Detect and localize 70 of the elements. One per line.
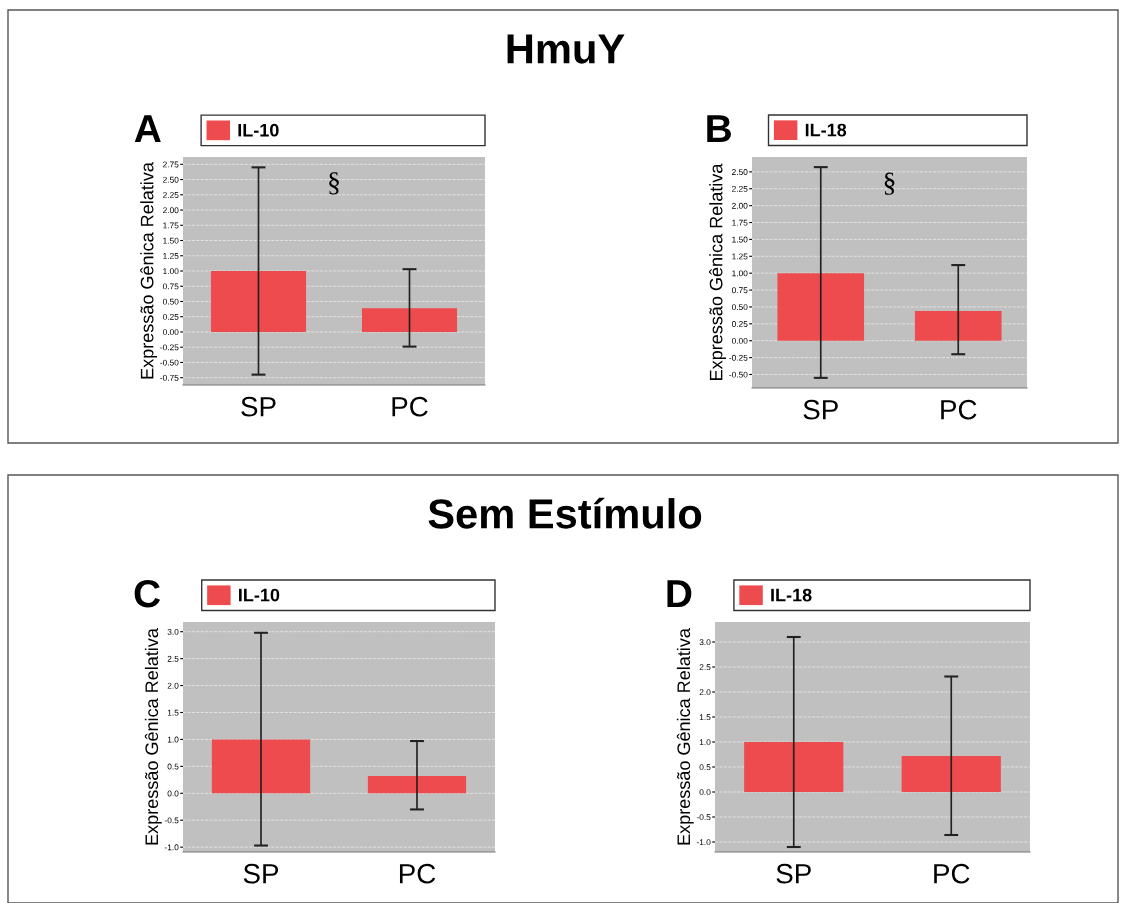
y-tick-label: 0.50 — [731, 304, 748, 311]
y-tick-label: -0.5 — [164, 817, 179, 824]
y-tick-label: 0.5 — [167, 763, 179, 770]
y-tick-label: 1.0 — [699, 739, 711, 746]
y-tick-label: 0.75 — [162, 283, 179, 290]
y-tick-label: 1.5 — [699, 714, 711, 721]
text: Sem Estímulo — [428, 497, 702, 529]
y-tick-label: 0.50 — [162, 298, 179, 305]
x-tick-label: PC — [399, 863, 436, 884]
y-tick-label: 2.00 — [732, 202, 748, 209]
y-tick-label: 2.25 — [732, 185, 748, 192]
y-tick-label: 3.0 — [699, 639, 711, 646]
y-tick-label: 2.50 — [732, 169, 748, 175]
y-tick-label: 1.50 — [163, 237, 179, 244]
y-tick-label: 1.25 — [732, 253, 748, 260]
y-tick-label: 0.25 — [731, 321, 748, 327]
annotation: § — [329, 172, 339, 195]
x-tick-label: PC — [934, 863, 970, 884]
y-tick-label: 0.25 — [162, 313, 179, 320]
y-tick-label: 0.75 — [731, 287, 748, 294]
legend-label: IL-10 — [239, 588, 280, 602]
y-tick-label: 0.00 — [731, 337, 748, 344]
y-axis-title: Expressão Gênica Relativa — [144, 628, 162, 845]
text: B — [707, 115, 731, 142]
y-tick-label: 1.50 — [732, 236, 748, 243]
y-tick-label: -0.50 — [729, 371, 748, 378]
y-axis-title: Expressão Gênica Relativa — [140, 162, 158, 379]
x-tick-label: SP — [803, 399, 838, 420]
y-tick-label: 2.75 — [163, 161, 179, 168]
y-tick-label: 1.0 — [167, 736, 179, 743]
y-tick-label: 1.75 — [163, 222, 179, 229]
y-tick-label: -0.50 — [160, 359, 179, 366]
y-tick-label: 0.00 — [162, 329, 179, 336]
x-tick-label: PC — [941, 399, 977, 420]
y-tick-label: 0.0 — [699, 789, 711, 796]
y-tick-label: 2.25 — [163, 192, 179, 198]
y-tick-label: 2.0 — [699, 689, 711, 696]
y-tick-label: 3.0 — [167, 628, 179, 635]
y-tick-label: -0.25 — [160, 344, 179, 351]
y-tick-label: 1.75 — [732, 219, 748, 226]
y-tick-label: -1.0 — [164, 844, 179, 851]
y-tick-label: 2.00 — [163, 207, 179, 214]
legend-label: IL-18 — [805, 123, 847, 137]
y-axis-title: Expressão Gênica Relativa — [676, 628, 694, 845]
text: HmuY — [507, 34, 625, 64]
y-tick-label: 0.0 — [167, 790, 179, 797]
y-tick-label: 2.5 — [167, 655, 179, 662]
y-tick-label: -0.75 — [160, 374, 179, 381]
annotation: § — [884, 172, 895, 195]
x-tick-label: SP — [243, 863, 279, 884]
text: D — [667, 580, 692, 608]
y-tick-label: 1.25 — [163, 252, 179, 259]
y-axis-title: Expressão Gênica Relativa — [709, 163, 727, 380]
y-tick-label: 2.5 — [699, 664, 711, 671]
x-tick-label: SP — [241, 396, 276, 417]
x-tick-label: PC — [392, 396, 428, 417]
y-tick-label: 1.00 — [163, 268, 179, 275]
y-tick-label: -0.25 — [729, 354, 748, 361]
text: A — [134, 115, 161, 143]
text: C — [134, 579, 161, 608]
y-tick-label: -1.0 — [696, 839, 711, 846]
y-tick-label: 2.50 — [163, 176, 179, 183]
legend-label: IL-18 — [771, 588, 812, 602]
y-tick-label: 1.00 — [732, 270, 748, 277]
y-tick-label: 1.5 — [167, 709, 179, 716]
y-tick-label: 0.5 — [699, 764, 711, 771]
x-tick-label: SP — [776, 863, 811, 884]
legend-label: IL-10 — [238, 123, 279, 137]
y-tick-label: -0.5 — [696, 814, 711, 821]
y-tick-label: 2.0 — [167, 682, 179, 689]
